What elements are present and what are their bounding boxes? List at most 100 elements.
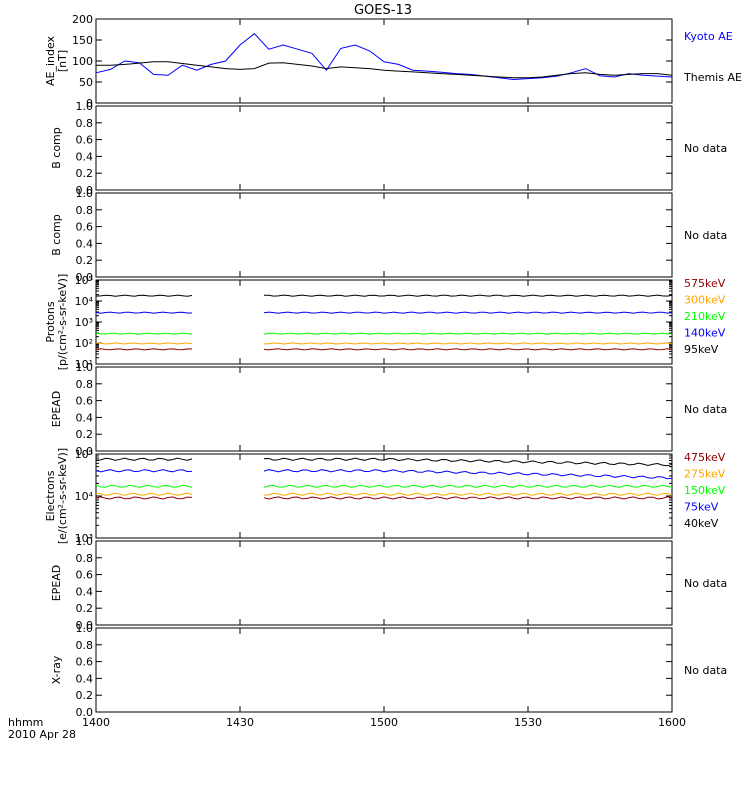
ylabel: Electrons — [44, 470, 57, 521]
legend-entry: 150keV — [684, 484, 726, 497]
series-line-575keV — [263, 348, 673, 351]
legend-entry: 275keV — [684, 468, 726, 481]
ytick-label: 1.0 — [76, 100, 94, 113]
panel-frame — [95, 627, 673, 713]
date-label: 2010 Apr 28 — [8, 728, 76, 741]
series-line-300keV — [95, 342, 193, 345]
ylabel: EPEAD — [50, 565, 63, 602]
panel-epead2: 0.0 0.2 0.4 0.6 0.8 1.0 EPEAD No data — [50, 535, 727, 632]
series-line-75keV — [95, 469, 193, 473]
ytick-label: 0.6 — [76, 656, 94, 669]
ytick-label: 10³ — [75, 532, 93, 545]
ytick-label: 100 — [72, 55, 93, 68]
ytick-label: 0.4 — [76, 585, 94, 598]
xtick-label: 1600 — [658, 716, 686, 729]
series-line-40keV — [95, 457, 193, 461]
ytick-label: 10⁵ — [75, 274, 93, 287]
ytick-label: 0.8 — [76, 639, 94, 652]
ytick-label: 10¹ — [75, 358, 93, 371]
ytick-label: 0.4 — [76, 237, 94, 250]
series-line-kyoto-ae — [95, 33, 673, 81]
ytick-label: 1.0 — [76, 622, 94, 635]
xtick-label: 1530 — [514, 716, 542, 729]
series-line-300keV — [263, 342, 673, 345]
ylabel: [p/(cm²-s-sr-keV)] — [56, 274, 69, 371]
panel-bcomp1: 0.0 0.2 0.4 0.6 0.8 1.0 B comp No data — [50, 100, 727, 197]
panel-frame — [95, 366, 673, 452]
ytick-label: 0.8 — [76, 378, 94, 391]
xtick-label: 1430 — [226, 716, 254, 729]
no-data-label: No data — [684, 142, 727, 155]
series-line-150keV — [263, 484, 673, 488]
panel-frame — [95, 192, 673, 278]
ytick-label: 0.4 — [76, 411, 94, 424]
panel-frame — [95, 279, 673, 365]
legend-entry: Kyoto AE — [684, 30, 733, 43]
ylabel: [e/(cm²-s-sr-keV)] — [56, 448, 69, 544]
ytick-label: 0.0 — [76, 271, 94, 284]
panel-epead1: 0.0 0.2 0.4 0.6 0.8 1.0 EPEAD No data — [50, 361, 727, 458]
ytick-label: 200 — [72, 13, 93, 26]
ylabel: B comp — [50, 214, 63, 256]
legend-entry: 75keV — [684, 501, 719, 514]
ylabel: Protons — [44, 301, 57, 342]
legend-entry: 140keV — [684, 327, 726, 340]
legend-entry: 40keV — [684, 517, 719, 530]
ytick-label: 0.0 — [76, 445, 94, 458]
time-unit-label: hhmm — [8, 716, 43, 729]
ylabel: EPEAD — [50, 391, 63, 428]
panel-xray: 0.0 0.2 0.4 0.6 0.8 1.0 X-ray No data — [50, 622, 727, 719]
panel-frame — [95, 18, 673, 104]
ytick-label: 10⁵ — [75, 448, 93, 461]
no-data-label: No data — [684, 403, 727, 416]
series-line-140keV — [263, 311, 673, 314]
series-line-475keV — [263, 496, 673, 500]
series-line-275keV — [263, 492, 673, 496]
panel-frame — [95, 105, 673, 191]
ytick-label: 0 — [86, 97, 93, 110]
series-line-themis-ae — [96, 61, 673, 79]
panel-frame — [95, 540, 673, 626]
series-line-40keV — [263, 457, 673, 467]
series-line-140keV — [95, 311, 192, 314]
series-line-210keV — [95, 332, 193, 335]
ytick-label: 1.0 — [76, 361, 94, 374]
ytick-label: 0.0 — [76, 184, 94, 197]
ylabel: B comp — [50, 127, 63, 169]
ytick-label: 0.8 — [76, 204, 94, 217]
ytick-label: 0.2 — [76, 602, 94, 615]
series-line-475keV — [95, 496, 193, 500]
no-data-label: No data — [684, 229, 727, 242]
ytick-label: 0.6 — [76, 134, 94, 147]
xtick-label: 1500 — [370, 716, 398, 729]
ytick-label: 1.0 — [76, 187, 94, 200]
ytick-label: 0.6 — [76, 395, 94, 408]
ytick-label: 10⁴ — [75, 295, 94, 308]
ylabel: [nT] — [56, 50, 69, 72]
panel-ae: 0 50 100 150 200 AE_index [nT] Kyoto AE Themis A… — [44, 13, 742, 110]
ytick-label: 0.0 — [76, 619, 94, 632]
ytick-label: 0.8 — [76, 552, 94, 565]
ytick-label: 50 — [79, 76, 93, 89]
series-line-150keV — [95, 484, 193, 488]
legend-entry: Themis AE — [683, 71, 742, 84]
ytick-label: 0.4 — [76, 150, 94, 163]
ytick-label: 0.2 — [76, 254, 94, 267]
series-line-575keV — [95, 348, 193, 351]
legend-entry: 475keV — [684, 451, 726, 464]
ytick-label: 0.6 — [76, 569, 94, 582]
ytick-label: 0.2 — [76, 167, 94, 180]
series-line-210keV — [263, 332, 673, 335]
series-line-95keV — [264, 294, 673, 297]
ylabel: AE_index — [44, 35, 57, 86]
panel-frame — [95, 453, 673, 539]
panels-group: 0 50 100 150 200 AE_index [nT] Kyoto AE Themis A… — [44, 13, 742, 729]
legend-entry: 210keV — [684, 310, 726, 323]
series-line-275keV — [95, 492, 193, 496]
ytick-label: 0.2 — [76, 689, 94, 702]
ytick-label: 10² — [75, 337, 93, 350]
ytick-label: 10⁴ — [75, 490, 94, 503]
panel-bcomp2: 0.0 0.2 0.4 0.6 0.8 1.0 B comp No data — [50, 187, 727, 284]
legend-entry: 300keV — [684, 294, 726, 307]
